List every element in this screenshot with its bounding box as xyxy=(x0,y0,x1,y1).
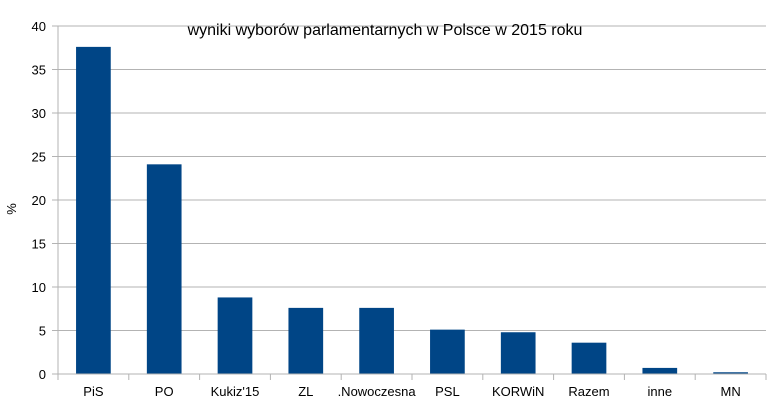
bar-inne xyxy=(642,367,678,374)
y-tick-labels: 0 5 10 15 20 25 30 35 40 xyxy=(32,19,46,382)
y-tick-label: 35 xyxy=(32,63,46,78)
bar-korwin xyxy=(500,332,536,374)
x-tick-label: ZL xyxy=(298,384,313,399)
y-tick-label: 20 xyxy=(32,193,46,208)
y-tick-label: 0 xyxy=(39,367,46,382)
x-tick-label: Razem xyxy=(568,384,609,399)
bar-psl xyxy=(430,329,465,374)
y-tick-label: 15 xyxy=(32,237,46,252)
bar-po xyxy=(146,164,182,374)
bar-nowoczesna xyxy=(359,307,394,374)
x-tick-label: .Nowoczesna xyxy=(338,384,417,399)
x-tick-label: PiS xyxy=(83,384,104,399)
x-tick-label: PSL xyxy=(435,384,460,399)
x-tick-label: MN xyxy=(720,384,740,399)
x-tick-labels: PiS PO Kukiz'15 ZL .Nowoczesna PSL KORWiN Razem… xyxy=(83,384,740,399)
y-tick-label: 25 xyxy=(32,150,46,165)
x-tick-label: inne xyxy=(648,384,673,399)
bar-pis xyxy=(76,46,111,374)
y-tick-label: 30 xyxy=(32,106,46,121)
bar-zl xyxy=(288,307,324,374)
x-tick-label: PO xyxy=(155,384,174,399)
y-axis-label: % xyxy=(4,203,19,215)
bar-mn xyxy=(713,372,748,374)
x-tick-label: KORWiN xyxy=(492,384,544,399)
y-tick-label: 10 xyxy=(32,280,46,295)
y-tick-label: 5 xyxy=(39,324,46,339)
bar-kukiz15 xyxy=(217,297,253,374)
y-tick-label: 40 xyxy=(32,19,46,34)
axes xyxy=(52,26,767,380)
bars xyxy=(76,46,748,374)
x-tick-label: Kukiz'15 xyxy=(211,384,260,399)
bar-razem xyxy=(571,342,607,374)
chart-title: wyniki wyborów parlamentarnych w Polsce … xyxy=(187,22,583,39)
